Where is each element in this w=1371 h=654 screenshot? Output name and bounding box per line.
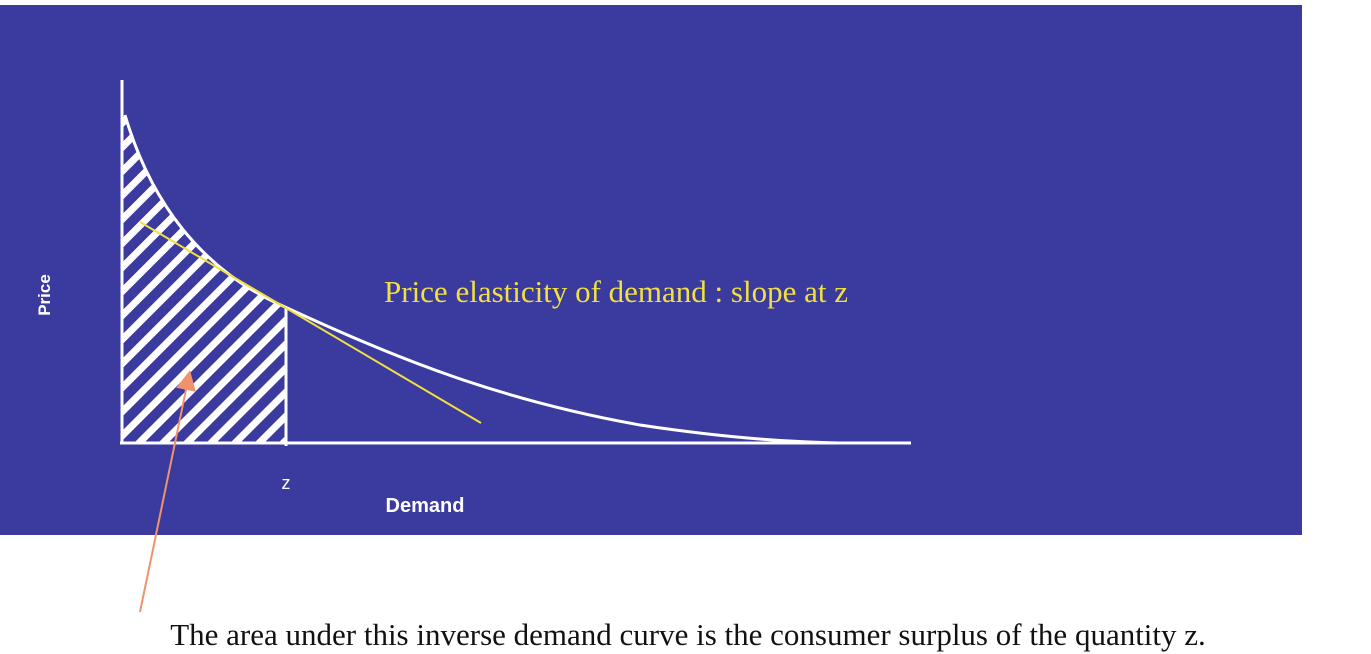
tangent-annotation: Price elasticity of demand : slope at z: [384, 274, 848, 309]
caption: The area under this inverse demand curve…: [170, 617, 1206, 652]
caption-arrow: [139, 370, 196, 613]
z-label: z: [282, 473, 291, 493]
demand-curve: [123, 114, 841, 445]
y-axis-label: Price: [35, 274, 54, 316]
tangent-line: [139, 221, 482, 424]
surplus-area: [122, 112, 285, 443]
x-axis-label: Demand: [386, 495, 465, 517]
